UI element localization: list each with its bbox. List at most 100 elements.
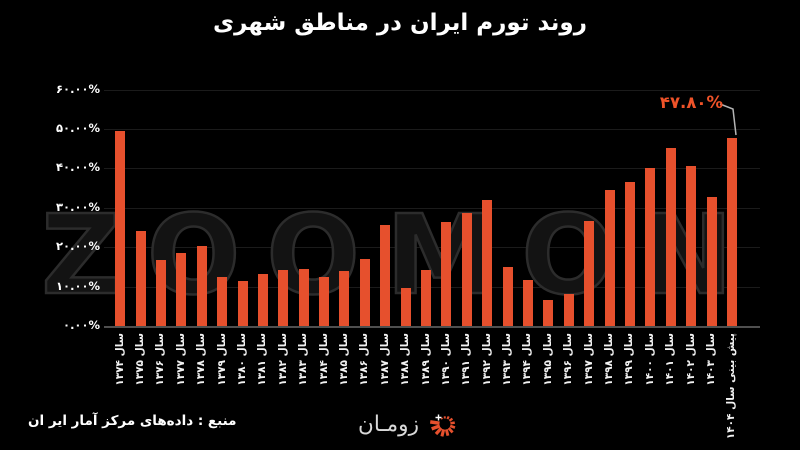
bar-slot	[457, 78, 477, 326]
bar-slot	[232, 78, 252, 326]
y-tick-label: ۱۰.۰۰%	[56, 278, 100, 293]
y-tick-label: ۶۰.۰۰%	[56, 81, 100, 96]
gridline-30	[104, 207, 760, 209]
x-tick-label: سال ۱۳۹۸	[602, 333, 615, 386]
bar-سال ۱۴۰۰	[645, 167, 656, 326]
bar-slot	[355, 78, 375, 326]
x-tick-label: سال ۱۳۹۴	[521, 333, 534, 386]
bar-سال ۱۳۸۶	[359, 258, 370, 326]
bar-سال ۱۳۹۳	[502, 267, 513, 326]
bar-سال ۱۳۹۵	[543, 299, 554, 326]
x-axis-line	[104, 326, 760, 328]
y-tick-label: ۰.۰۰%	[63, 318, 100, 332]
gridline-10	[104, 286, 760, 288]
bar-سال ۱۳۹۱	[461, 213, 472, 326]
x-tick-label: سال ۱۴۰۳	[704, 333, 717, 386]
bar-سال ۱۳۸۹	[421, 270, 432, 326]
radial-burst-icon	[429, 414, 456, 437]
bar-slot	[620, 78, 640, 326]
zoomon-logo: زومـان	[336, 403, 484, 445]
x-tick-label: سال ۱۴۰۲	[684, 333, 697, 386]
bar-slot	[661, 78, 681, 326]
bar-slot	[375, 78, 395, 326]
x-tick-label: سال ۱۳۹۷	[582, 333, 595, 386]
bar-سال ۱۳۹۰	[441, 221, 452, 326]
gridline-40	[104, 168, 760, 170]
bar-سال ۱۳۸۸	[400, 288, 411, 326]
bar-slot	[334, 78, 354, 326]
bar-سال ۱۳۹۸	[604, 190, 615, 326]
bar-slot	[130, 78, 150, 326]
x-tick-label: سال ۱۳۹۵	[541, 333, 554, 386]
bar-سال ۱۳۷۶	[155, 260, 166, 326]
x-tick-label: سال ۱۳۹۹	[623, 333, 636, 386]
bar-slot	[701, 78, 721, 326]
bar-سال ۱۳۷۵	[135, 231, 146, 326]
bar-سال ۱۳۸۷	[380, 225, 391, 326]
gridline-20	[104, 247, 760, 249]
bar-سال ۱۳۸۴	[319, 277, 330, 326]
x-tick-label: سال ۱۳۸۲	[276, 333, 289, 386]
chart-title: روند تورم ایران در مناطق شهری	[213, 10, 587, 36]
bar-slot	[477, 78, 497, 326]
bar-slot	[436, 78, 456, 326]
bar-سال ۱۴۰۱	[665, 147, 676, 326]
source-caption: منبع : داده‌های مرکز آمار ایر ان	[28, 413, 237, 429]
logo-text: زومـان	[358, 411, 419, 437]
bar-slot	[395, 78, 415, 326]
bar-سال ۱۳۸۰	[237, 280, 248, 326]
bar-slot	[192, 78, 212, 326]
bar-سال ۱۳۷۷	[176, 252, 187, 326]
y-tick-label: ۲۰.۰۰%	[56, 239, 100, 254]
bar-سال ۱۳۹۴	[523, 279, 533, 326]
bar-slot	[416, 78, 436, 326]
bar-سال ۱۳۸۳	[298, 268, 309, 326]
gridline-60	[104, 89, 760, 91]
x-tick-label: سال ۱۳۸۰	[236, 333, 249, 386]
x-tick-label: سال ۱۳۹۳	[501, 333, 514, 386]
bar-slot	[497, 78, 517, 326]
bar-پیش بینی سال ۱۴۰۴	[726, 137, 737, 326]
bar-سال ۱۳۷۹	[217, 276, 228, 326]
x-tick-label: سال ۱۴۰۱	[664, 333, 677, 386]
y-tick-label: ۴۰.۰۰%	[56, 160, 100, 175]
bar-سال ۱۴۰۲	[686, 165, 697, 326]
x-tick-label: سال ۱۳۸۳	[297, 333, 310, 386]
bar-slot	[640, 78, 660, 326]
x-tick-label: سال ۱۴۰۰	[643, 333, 656, 386]
bar-slot	[722, 78, 742, 326]
bar-slot	[212, 78, 232, 326]
bar-slot	[579, 78, 599, 326]
bar-سال ۱۳۷۴	[115, 130, 126, 326]
bar-slot	[314, 78, 334, 326]
bar-slot	[538, 78, 558, 326]
bar-slot	[110, 78, 130, 326]
bar-slot	[599, 78, 619, 326]
bar-سال ۱۳۹۲	[482, 199, 493, 326]
x-tick-label: سال ۱۳۹۶	[562, 333, 575, 386]
x-tick-label: پیش بینی سال ۱۴۰۴	[725, 333, 738, 440]
bar-سال ۱۳۹۹	[624, 182, 635, 326]
bar-slot	[273, 78, 293, 326]
x-tick-label: سال ۱۳۸۴	[317, 333, 330, 386]
bar-slot	[518, 78, 538, 326]
bar-سال ۱۴۰۳	[706, 197, 717, 326]
bar-slot	[171, 78, 191, 326]
bar-slot	[253, 78, 273, 326]
forecast-value-annotation: ۴۷.۸۰%	[659, 93, 723, 112]
y-tick-label: ۳۰.۰۰%	[56, 199, 100, 214]
gridline-50	[104, 129, 760, 130]
bar-series	[110, 78, 742, 326]
bar-slot	[151, 78, 171, 326]
y-tick-label: ۵۰.۰۰%	[56, 121, 100, 135]
x-tick-label: سال ۱۳۸۱	[256, 333, 269, 386]
bar-سال ۱۳۸۵	[339, 271, 350, 326]
bar-سال ۱۳۷۸	[196, 246, 207, 326]
bar-سال ۱۳۹۷	[584, 221, 595, 326]
bar-سال ۱۳۸۲	[278, 270, 289, 326]
bar-slot	[294, 78, 314, 326]
bar-slot	[559, 78, 579, 326]
bar-slot	[681, 78, 701, 326]
bar-سال ۱۳۹۶	[563, 294, 574, 326]
